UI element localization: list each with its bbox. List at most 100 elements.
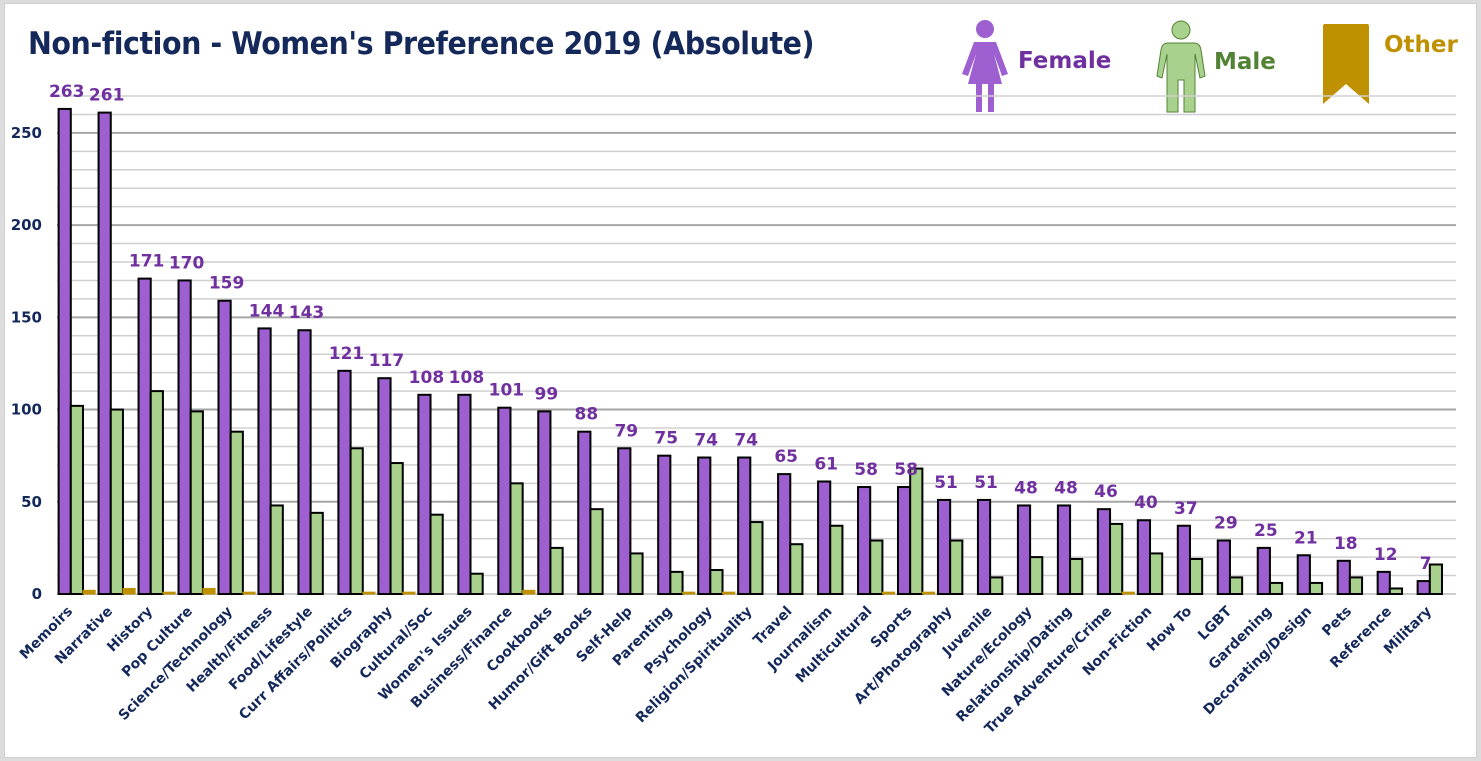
bar-male <box>469 572 484 596</box>
bar-female <box>1256 546 1271 596</box>
chart-title: Non-fiction - Women's Preference 2019 (A… <box>28 26 815 62</box>
data-label-female: 88 <box>574 405 598 425</box>
bar-male <box>1348 576 1364 596</box>
data-label-female: 21 <box>1294 528 1318 548</box>
y-tick-label: 0 <box>32 585 42 603</box>
data-label-female: 51 <box>974 473 998 493</box>
bar-male <box>429 513 444 596</box>
data-label-female: 48 <box>1054 478 1078 498</box>
bar-female <box>497 406 512 596</box>
data-label-female: 48 <box>1014 478 1038 498</box>
bar-female <box>737 456 752 595</box>
bar-female <box>936 498 952 595</box>
bar-male <box>389 462 404 595</box>
bar-female <box>1136 519 1152 596</box>
bar-male <box>1308 581 1324 596</box>
y-tick-label: 250 <box>11 124 42 142</box>
bar-male <box>1228 576 1244 596</box>
bar-female <box>1296 554 1311 595</box>
bar-female <box>617 447 632 595</box>
bar-male <box>749 521 764 595</box>
bar-male <box>149 390 164 595</box>
bar-male <box>69 404 84 595</box>
x-tick-label: How To <box>1144 603 1196 655</box>
data-label-female: 74 <box>694 431 718 451</box>
bar-male <box>709 569 724 595</box>
bar-female <box>417 393 432 595</box>
data-label-female: 65 <box>774 447 798 467</box>
bar-female <box>1416 580 1431 595</box>
bar-male <box>629 552 644 596</box>
bar-female <box>817 480 832 595</box>
bar-other <box>1121 591 1135 595</box>
legend-label-other: Other <box>1384 32 1458 58</box>
data-label-female: 18 <box>1334 534 1358 554</box>
bar-other <box>362 591 376 595</box>
bar-female <box>1376 570 1391 595</box>
bar-female <box>257 327 272 595</box>
bookmark-icon <box>1323 24 1369 104</box>
bar-other <box>522 589 536 595</box>
data-label-female: 121 <box>329 344 365 364</box>
bar-female <box>976 498 992 595</box>
bar-female <box>537 410 552 595</box>
legend-item-male: Male <box>1154 18 1276 114</box>
bar-male <box>909 467 924 596</box>
bar-male <box>1069 557 1084 596</box>
male-person-icon <box>1156 20 1206 113</box>
bar-female <box>1176 524 1191 595</box>
legend-label-female: Female <box>1018 48 1112 74</box>
bar-other <box>682 591 696 595</box>
bar-male <box>1188 557 1204 596</box>
bar-male <box>989 576 1004 596</box>
chart-frame <box>4 3 1477 758</box>
data-label-female: 7 <box>1420 554 1432 574</box>
data-label-female: 79 <box>614 421 638 441</box>
data-label-female: 99 <box>535 384 559 404</box>
bar-female <box>97 111 112 595</box>
x-tick-label: Pop Culture <box>119 604 196 681</box>
bar-male <box>589 508 604 595</box>
bar-female <box>577 430 592 596</box>
x-tick-label: Pets <box>1319 604 1355 640</box>
legend-item-female: Female <box>958 18 1111 112</box>
bar-other <box>162 591 176 595</box>
y-tick-label: 100 <box>11 401 42 419</box>
data-label-female: 108 <box>449 368 485 388</box>
data-label-female: 12 <box>1374 545 1398 565</box>
data-label-female: 108 <box>409 368 445 388</box>
data-label-female: 51 <box>934 473 958 493</box>
bar-other <box>82 589 96 595</box>
x-tick-label: Non-Fiction <box>1080 604 1156 680</box>
bar-male <box>789 543 804 596</box>
y-tick-label: 150 <box>11 308 42 326</box>
data-label-female: 261 <box>89 86 125 106</box>
bar-female <box>177 279 192 595</box>
bar-female <box>777 473 792 595</box>
bar-female <box>896 486 912 595</box>
data-label-female: 263 <box>49 82 85 102</box>
female-person-icon <box>962 20 1008 112</box>
data-label-female: 75 <box>654 429 678 449</box>
bar-female <box>137 277 152 595</box>
bar-male <box>829 524 844 595</box>
bar-female <box>1056 504 1072 596</box>
bar-female <box>1096 508 1112 595</box>
data-label-female: 58 <box>854 460 878 480</box>
data-label-female: 143 <box>289 303 325 323</box>
bar-female <box>457 393 472 595</box>
data-label-female: 58 <box>894 460 918 480</box>
bar-male <box>869 539 884 595</box>
bar-female <box>697 456 712 595</box>
data-label-female: 171 <box>129 252 165 272</box>
bar-other <box>242 591 256 595</box>
y-tick-label: 50 <box>21 493 42 511</box>
bar-male <box>1268 581 1284 596</box>
data-label-female: 101 <box>489 381 525 401</box>
bar-male <box>109 408 124 595</box>
data-label-female: 159 <box>209 274 245 294</box>
bar-male <box>309 511 324 595</box>
